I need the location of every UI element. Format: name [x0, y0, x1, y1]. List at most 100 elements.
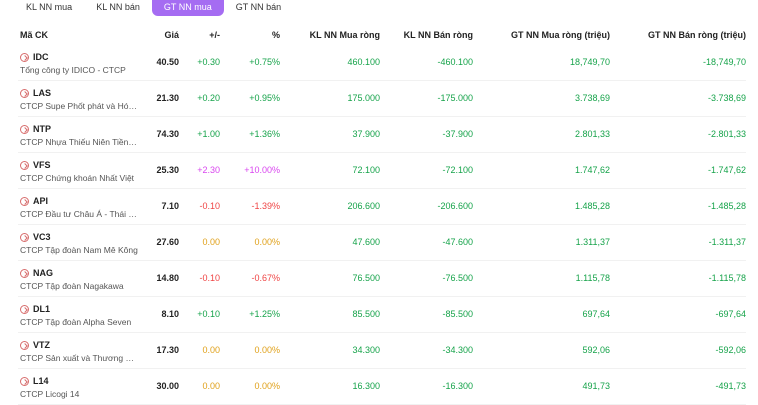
tab-kl-nn-mua[interactable]: KL NN mua — [26, 2, 73, 12]
table-row[interactable]: NTP CTCP Nhựa Thiếu Niên Tiền Phong 74.30 +… — [18, 116, 746, 153]
change-value: +0.10 — [197, 309, 220, 319]
change-value: -0.10 — [199, 201, 220, 211]
pct-value: +0.75% — [249, 57, 280, 67]
symbol-cell[interactable]: NTP — [20, 124, 51, 134]
col-change[interactable]: +/- — [209, 30, 220, 40]
chart-arrow-icon — [20, 88, 29, 98]
chart-arrow-icon — [20, 268, 29, 278]
symbol-cell[interactable]: VFS — [20, 160, 51, 170]
col-gt-buy[interactable]: GT NN Mua ròng (triệu) — [511, 30, 610, 40]
col-kl-sell[interactable]: KL NN Bán ròng — [403, 30, 473, 40]
stock-symbol[interactable]: NTP — [33, 124, 51, 134]
kl-sell-value: -206.600 — [437, 201, 473, 211]
table-row[interactable]: VC3 CTCP Tập đoàn Nam Mê Kông 27.60 0.00 0.0… — [18, 224, 746, 261]
stock-symbol[interactable]: LAS — [33, 88, 51, 98]
col-kl-buy[interactable]: KL NN Mua ròng — [309, 30, 380, 40]
kl-buy-value: 16.300 — [352, 381, 380, 391]
change-value: +2.30 — [197, 165, 220, 175]
company-name: CTCP Supe Phốt phát và Hóa chất Lâm Thao — [20, 101, 138, 111]
kl-sell-value: -175.000 — [437, 93, 473, 103]
chart-arrow-icon — [20, 160, 29, 170]
company-name: CTCP Tập đoàn Nam Mê Kông — [20, 245, 138, 255]
symbol-cell[interactable]: API — [20, 196, 48, 206]
symbol-cell[interactable]: VTZ — [20, 340, 50, 350]
kl-buy-value: 34.300 — [352, 345, 380, 355]
gt-sell-value: -2.801,33 — [707, 129, 746, 139]
symbol-cell[interactable]: L14 — [20, 376, 49, 386]
table-row[interactable]: VFS CTCP Chứng khoán Nhất Việt 25.30 +2.30 +… — [18, 152, 746, 189]
col-pct[interactable]: % — [271, 30, 280, 40]
change-value: -0.10 — [199, 273, 220, 283]
pct-value: 0.00% — [254, 345, 280, 355]
change-value: +0.30 — [197, 57, 220, 67]
company-name: CTCP Licogi 14 — [20, 389, 80, 399]
kl-sell-value: -460.100 — [437, 57, 473, 67]
stock-symbol[interactable]: API — [33, 196, 49, 206]
price-value: 30.00 — [156, 381, 179, 391]
col-gt-sell[interactable]: GT NN Bán ròng (triệu) — [648, 30, 746, 40]
symbol-cell[interactable]: IDC — [20, 52, 49, 62]
change-value: 0.00 — [202, 345, 220, 355]
pct-value: 0.00% — [254, 237, 280, 247]
gt-sell-value: -1.311,37 — [708, 237, 746, 247]
chart-arrow-icon — [20, 340, 29, 350]
kl-buy-value: 175.000 — [347, 93, 380, 103]
symbol-cell[interactable]: DL1 — [20, 304, 50, 314]
gt-sell-value: -3.738,69 — [707, 93, 746, 103]
gt-buy-value: 2.801,33 — [574, 129, 610, 139]
stock-symbol[interactable]: L14 — [33, 376, 49, 386]
chart-arrow-icon — [20, 124, 29, 134]
gt-buy-value: 1.485,28 — [574, 201, 610, 211]
change-value: +1.00 — [197, 129, 220, 139]
chart-arrow-icon — [20, 232, 29, 242]
pct-value: +10.00% — [244, 165, 280, 175]
gt-buy-value: 3.738,69 — [574, 93, 610, 103]
table-row[interactable]: LAS CTCP Supe Phốt phát và Hóa chất Lâm T… — [18, 80, 746, 117]
table-row[interactable]: L14 CTCP Licogi 14 30.00 0.00 0.00% 16.300 -16… — [18, 368, 746, 405]
symbol-cell[interactable]: LAS — [20, 88, 51, 98]
tab-kl-nn-ban[interactable]: KL NN bán — [96, 2, 140, 12]
chart-arrow-icon — [20, 52, 29, 62]
gt-sell-value: -1.747,62 — [707, 165, 746, 175]
company-name: CTCP Nhựa Thiếu Niên Tiền Phong — [20, 137, 138, 147]
price-value: 7.10 — [161, 201, 179, 211]
gt-buy-value: 1.747,62 — [574, 165, 610, 175]
gt-sell-value: -592,06 — [715, 345, 746, 355]
stock-symbol[interactable]: VFS — [33, 160, 51, 170]
table-row[interactable]: API CTCP Đầu tư Châu Á - Thái Bình Dương 7… — [18, 188, 746, 225]
pct-value: -1.39% — [251, 201, 280, 211]
kl-sell-value: -85.500 — [442, 309, 473, 319]
change-value: 0.00 — [202, 381, 220, 391]
kl-buy-value: 47.600 — [352, 237, 380, 247]
kl-sell-value: -72.100 — [442, 165, 473, 175]
pct-value: +0.95% — [249, 93, 280, 103]
table-row[interactable]: DL1 CTCP Tập đoàn Alpha Seven 8.10 +0.10 +1.… — [18, 296, 746, 333]
company-name: Tổng công ty IDICO - CTCP — [20, 65, 126, 75]
change-value: +0.20 — [197, 93, 220, 103]
price-value: 25.30 — [156, 165, 179, 175]
stock-symbol[interactable]: VTZ — [33, 340, 50, 350]
chart-arrow-icon — [20, 376, 29, 386]
table-row[interactable]: VTZ CTCP Sản xuất và Thương mại Nhựa Việt… — [18, 332, 746, 369]
stock-symbol[interactable]: DL1 — [33, 304, 51, 314]
table-row[interactable]: IDC Tổng công ty IDICO - CTCP 40.50 +0.30 +0… — [18, 44, 746, 81]
kl-buy-value: 460.100 — [347, 57, 380, 67]
col-symbol[interactable]: Mã CK — [20, 30, 49, 40]
stock-symbol[interactable]: NAG — [33, 268, 53, 278]
gt-buy-value: 697,64 — [582, 309, 610, 319]
kl-buy-value: 37.900 — [352, 129, 380, 139]
tab-gt-nn-mua[interactable]: GT NN mua — [151, 0, 224, 16]
col-price[interactable]: Giá — [164, 30, 179, 40]
pct-value: +1.36% — [249, 129, 280, 139]
stock-symbol[interactable]: IDC — [33, 52, 49, 62]
stock-symbol[interactable]: VC3 — [33, 232, 51, 242]
symbol-cell[interactable]: NAG — [20, 268, 53, 278]
price-value: 40.50 — [156, 57, 179, 67]
price-value: 8.10 — [161, 309, 179, 319]
gt-sell-value: -697,64 — [715, 309, 746, 319]
table-row[interactable]: NAG CTCP Tập đoàn Nagakawa 14.80 -0.10 -0.67… — [18, 260, 746, 297]
kl-buy-value: 206.600 — [347, 201, 380, 211]
company-name: CTCP Tập đoàn Alpha Seven — [20, 317, 132, 327]
symbol-cell[interactable]: VC3 — [20, 232, 51, 242]
tab-gt-nn-ban[interactable]: GT NN bán — [235, 2, 282, 12]
